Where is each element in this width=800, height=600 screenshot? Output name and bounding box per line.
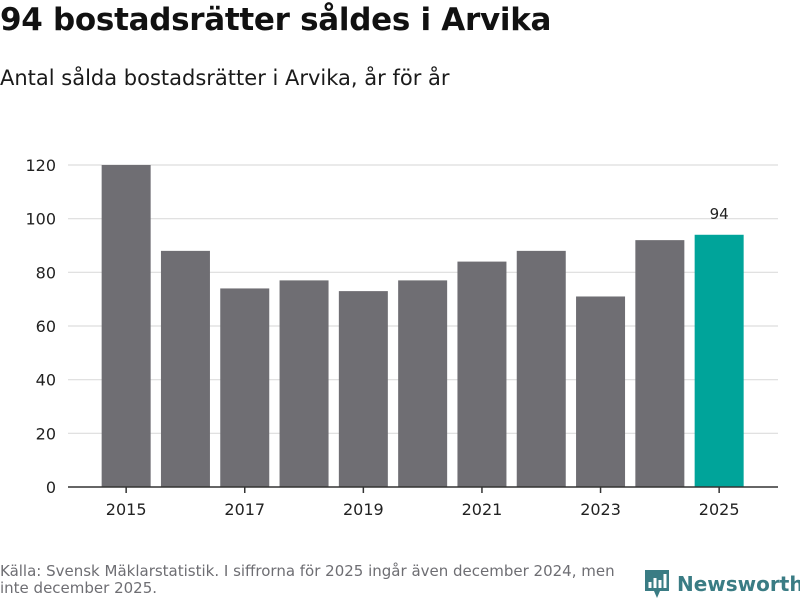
y-tick-label: 40 bbox=[36, 371, 56, 390]
bar-2015 bbox=[101, 165, 151, 487]
source-note: Källa: Svensk Mäklarstatistik. I siffror… bbox=[0, 562, 615, 597]
y-tick-label: 80 bbox=[36, 263, 56, 282]
bar-2017 bbox=[220, 288, 270, 487]
bar-2020 bbox=[398, 280, 448, 487]
x-tick-label: 2019 bbox=[343, 500, 384, 519]
brand-name: Newsworthy bbox=[677, 572, 800, 596]
y-tick-label: 0 bbox=[46, 478, 56, 497]
newsworthy-logo-icon bbox=[645, 570, 669, 598]
axes bbox=[68, 486, 778, 493]
x-tick-label: 2017 bbox=[224, 500, 265, 519]
bars bbox=[101, 165, 744, 487]
bar-2021 bbox=[457, 261, 507, 487]
bar-2018 bbox=[279, 280, 329, 487]
chart-subtitle: Antal sålda bostadsrätter i Arvika, år f… bbox=[0, 66, 450, 90]
y-tick-label: 60 bbox=[36, 317, 56, 336]
bar-2023 bbox=[576, 296, 626, 487]
x-tick-label: 2025 bbox=[699, 500, 740, 519]
bar-2024 bbox=[635, 240, 685, 487]
chart-title: 94 bostadsrätter såldes i Arvika bbox=[0, 2, 552, 38]
labels: 0 20 40 60 80 100 120 2015 2017 2019 2021 2023 2025 9… bbox=[25, 156, 739, 519]
bar-2025 bbox=[694, 234, 744, 487]
x-tick-label: 2021 bbox=[462, 500, 503, 519]
bar-2019 bbox=[338, 291, 388, 487]
y-tick-label: 20 bbox=[36, 424, 56, 443]
brand-logo: Newsworthy bbox=[644, 569, 800, 599]
bar-2016 bbox=[160, 250, 210, 487]
y-tick-label: 100 bbox=[25, 210, 56, 229]
x-tick-label: 2015 bbox=[106, 500, 147, 519]
x-tick-label: 2023 bbox=[580, 500, 621, 519]
data-label-2025: 94 bbox=[710, 205, 729, 223]
bar-2022 bbox=[516, 250, 566, 487]
y-tick-label: 120 bbox=[25, 156, 56, 175]
bar-chart: 0 20 40 60 80 100 120 2015 2017 2019 2021 2023 2025 9… bbox=[25, 156, 778, 519]
